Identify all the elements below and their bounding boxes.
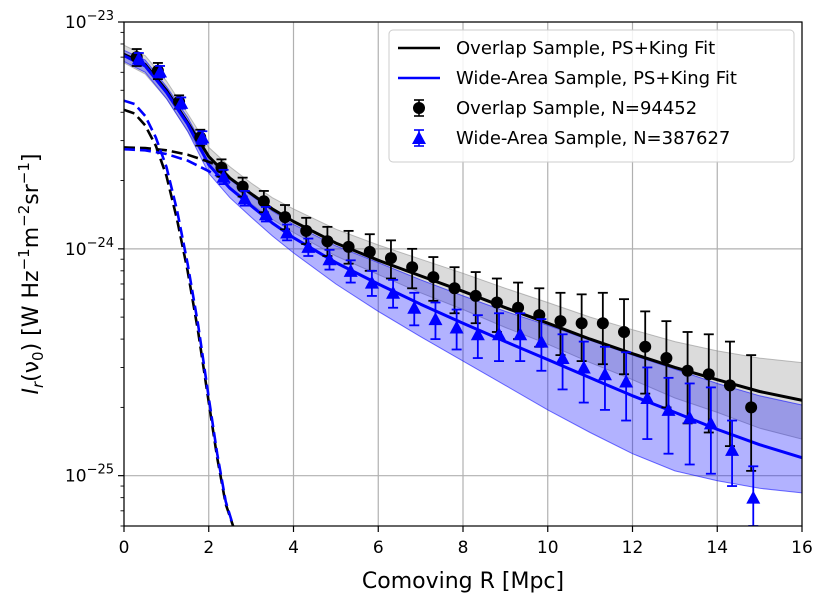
legend-label-overlap-points: Overlap Sample, N=94452 bbox=[456, 98, 697, 119]
data-point bbox=[746, 490, 761, 504]
legend-swatch-wide-marker bbox=[412, 131, 426, 144]
data-point bbox=[703, 416, 718, 430]
data-point bbox=[725, 442, 740, 456]
data-point bbox=[513, 327, 528, 341]
data-point bbox=[682, 410, 697, 424]
data-point bbox=[342, 240, 355, 253]
data-point bbox=[723, 379, 736, 392]
x-tick-label: 8 bbox=[458, 538, 469, 558]
data-point bbox=[300, 224, 313, 237]
x-tick-label: 16 bbox=[791, 538, 813, 558]
data-point bbox=[363, 245, 376, 258]
y-axis-ticks: 10−25 10−24 10−23 bbox=[65, 9, 124, 527]
data-point bbox=[386, 285, 401, 299]
data-point bbox=[131, 51, 146, 65]
data-point bbox=[597, 367, 612, 381]
data-point bbox=[216, 169, 231, 183]
x-axis-label: Comoving R [Mpc] bbox=[362, 569, 564, 594]
data-point bbox=[448, 282, 461, 295]
uncertainty-band bbox=[124, 49, 802, 494]
x-tick-label: 2 bbox=[203, 538, 214, 558]
data-point bbox=[576, 360, 591, 374]
fit-component-curve bbox=[124, 147, 231, 185]
legend-swatch-overlap-marker bbox=[413, 102, 425, 114]
legend-box bbox=[388, 29, 795, 163]
x-axis-ticks: 0 2 4 6 8 10 12 14 16 bbox=[119, 526, 813, 558]
x-tick-label: 14 bbox=[706, 538, 728, 558]
data-point bbox=[745, 401, 758, 414]
data-point bbox=[195, 130, 210, 144]
legend: Overlap Sample, PS+King Fit Wide-Area Sa… bbox=[388, 29, 795, 163]
data-point bbox=[384, 252, 397, 265]
y-tick-label: 10−25 bbox=[65, 463, 114, 487]
data-point bbox=[301, 239, 316, 253]
data-point bbox=[702, 368, 715, 381]
data-point bbox=[321, 235, 334, 248]
data-point bbox=[406, 261, 419, 274]
data-point bbox=[492, 327, 507, 341]
data-point bbox=[575, 317, 588, 330]
data-points bbox=[130, 48, 761, 526]
data-point bbox=[469, 289, 482, 302]
y-axis-label: Ir(ν0) [W Hz−1m−2sr−1] bbox=[15, 153, 47, 394]
y-tick-label: 10−24 bbox=[65, 236, 114, 260]
x-tick-label: 12 bbox=[622, 538, 644, 558]
data-point bbox=[618, 325, 631, 338]
x-tick-label: 10 bbox=[537, 538, 559, 558]
fit-component-curve bbox=[124, 99, 235, 526]
data-point bbox=[661, 402, 676, 416]
data-point bbox=[534, 334, 549, 348]
data-point bbox=[258, 207, 273, 221]
data-point bbox=[681, 364, 694, 377]
data-point bbox=[174, 95, 189, 109]
fit-component-curve bbox=[124, 146, 231, 173]
data-point bbox=[428, 312, 443, 326]
data-point bbox=[449, 320, 464, 334]
legend-label-overlap-fit: Overlap Sample, PS+King Fit bbox=[456, 38, 715, 59]
data-point bbox=[279, 211, 292, 224]
data-point bbox=[596, 317, 609, 330]
x-tick-label: 4 bbox=[288, 538, 299, 558]
data-point bbox=[153, 64, 168, 78]
data-point bbox=[364, 275, 379, 289]
data-point bbox=[280, 225, 295, 239]
x-tick-label: 6 bbox=[373, 538, 384, 558]
data-point bbox=[639, 340, 652, 353]
legend-label-wide-fit: Wide-Area Sample, PS+King Fit bbox=[456, 68, 737, 89]
data-point bbox=[322, 252, 337, 266]
data-point bbox=[343, 263, 358, 277]
data-point bbox=[512, 301, 525, 314]
fit-curve bbox=[124, 53, 802, 402]
data-point bbox=[237, 191, 252, 205]
data-point bbox=[470, 327, 485, 341]
data-point bbox=[407, 300, 422, 314]
data-point bbox=[257, 195, 270, 208]
data-point bbox=[490, 296, 503, 309]
data-point bbox=[660, 352, 673, 365]
data-point bbox=[427, 271, 440, 284]
data-point bbox=[619, 374, 634, 388]
data-point bbox=[236, 180, 249, 193]
data-point bbox=[533, 309, 546, 322]
data-point bbox=[215, 161, 228, 174]
x-tick-label: 0 bbox=[119, 538, 130, 558]
data-point bbox=[640, 391, 655, 405]
data-point bbox=[555, 351, 570, 365]
legend-label-wide-points: Wide-Area Sample, N=387627 bbox=[456, 128, 730, 149]
data-point bbox=[554, 315, 567, 328]
y-tick-label: 10−23 bbox=[65, 9, 114, 33]
